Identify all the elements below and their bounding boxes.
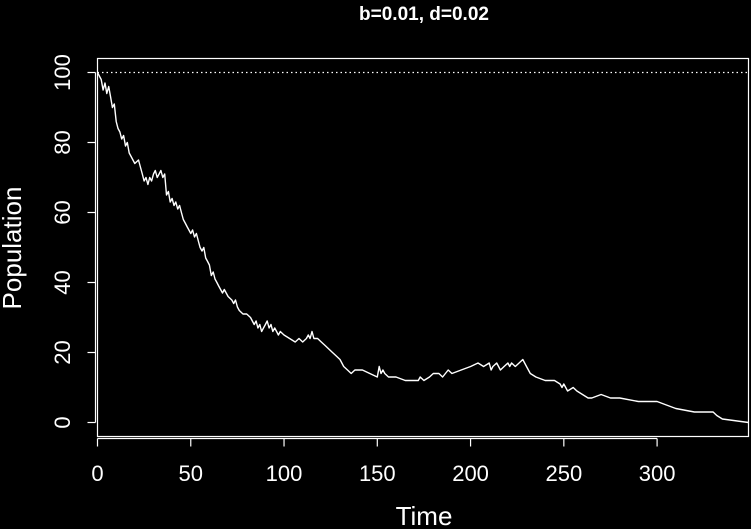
y-tick-label: 100 — [50, 54, 75, 91]
y-tick-label: 20 — [50, 340, 75, 364]
y-tick-label: 80 — [50, 130, 75, 154]
x-tick-label: 200 — [452, 461, 489, 486]
chart-title: b=0.01, d=0.02 — [359, 4, 489, 25]
y-axis: 0 20 40 60 80 100 — [50, 54, 97, 429]
y-tick-label: 60 — [50, 200, 75, 224]
x-axis: 0 50 100 150 200 250 300 — [91, 437, 676, 486]
population-series-line — [96, 72, 749, 424]
x-tick-label: 50 — [179, 461, 203, 486]
x-axis-label: Time — [396, 501, 453, 529]
plot-frame — [96, 57, 750, 438]
y-axis-label: Population — [0, 187, 27, 310]
x-tick-label: 300 — [639, 461, 676, 486]
x-tick-label: 150 — [359, 461, 396, 486]
x-tick-label: 100 — [266, 461, 303, 486]
y-tick-label: 40 — [50, 270, 75, 294]
y-tick-label: 0 — [50, 416, 75, 428]
x-tick-label: 0 — [91, 461, 103, 486]
x-tick-label: 250 — [545, 461, 582, 486]
